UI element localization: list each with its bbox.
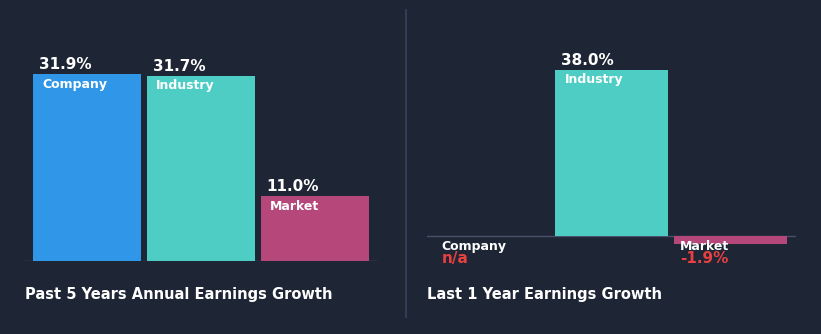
- Text: 11.0%: 11.0%: [267, 179, 319, 194]
- Bar: [555, 70, 668, 236]
- Text: Market: Market: [680, 240, 729, 253]
- Text: n/a: n/a: [442, 250, 469, 266]
- Text: 31.7%: 31.7%: [153, 59, 205, 74]
- Text: 31.9%: 31.9%: [39, 57, 91, 72]
- Text: -1.9%: -1.9%: [680, 250, 728, 266]
- Text: Past 5 Years Annual Earnings Growth: Past 5 Years Annual Earnings Growth: [25, 287, 333, 302]
- Text: Industry: Industry: [156, 79, 215, 92]
- Bar: [261, 196, 369, 261]
- Text: Last 1 Year Earnings Growth: Last 1 Year Earnings Growth: [427, 287, 662, 302]
- Text: Company: Company: [43, 78, 108, 91]
- Bar: [674, 236, 787, 244]
- Text: Company: Company: [442, 240, 507, 253]
- Bar: [33, 74, 141, 261]
- Text: 38.0%: 38.0%: [561, 53, 614, 68]
- Bar: [147, 75, 255, 261]
- Text: Market: Market: [270, 200, 319, 213]
- Text: Industry: Industry: [565, 73, 623, 86]
